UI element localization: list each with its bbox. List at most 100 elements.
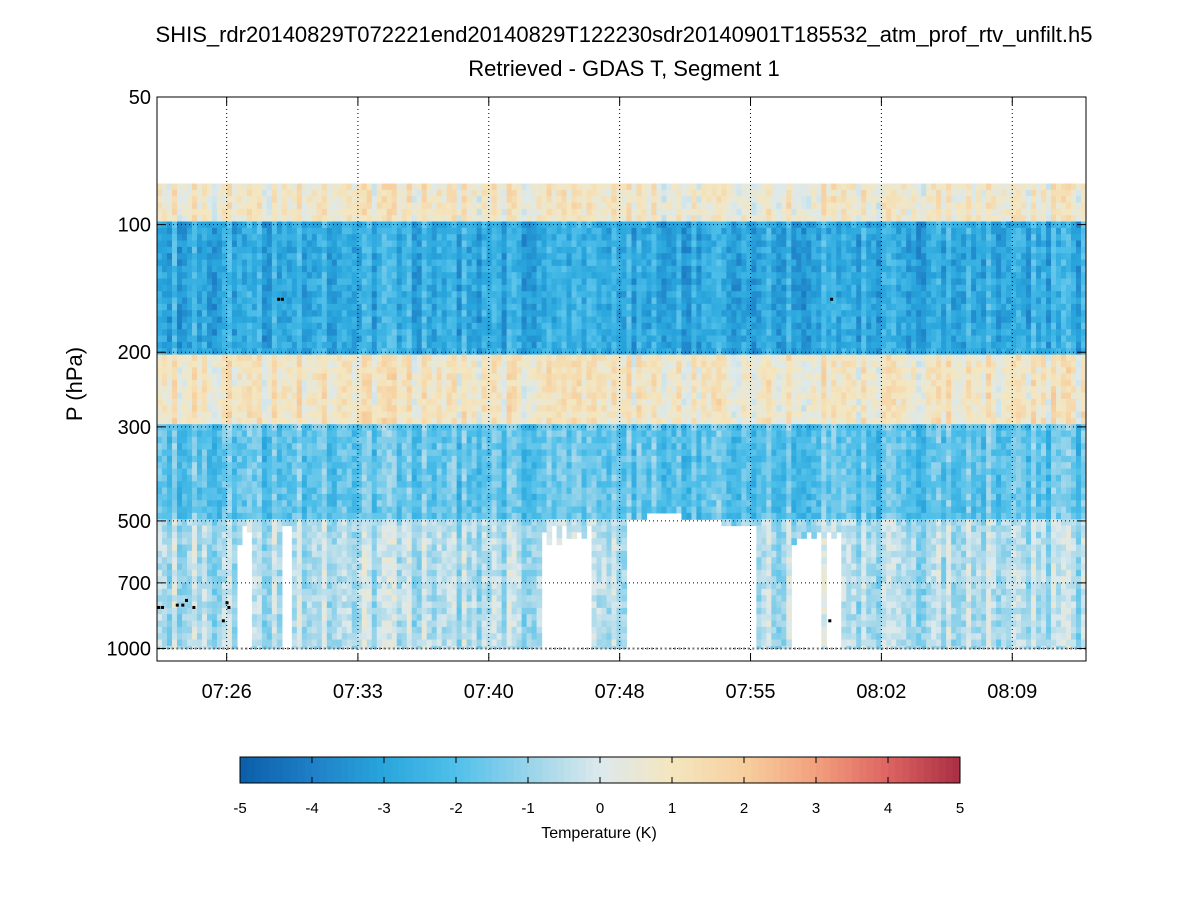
heatmap-cell <box>266 620 273 628</box>
heatmap-cell <box>491 341 498 349</box>
heatmap-cell <box>441 386 448 394</box>
heatmap-cell <box>301 386 308 394</box>
heatmap-cell <box>461 310 468 318</box>
heatmap-cell <box>301 614 308 622</box>
heatmap-cell <box>361 468 368 476</box>
heatmap-cell <box>381 310 388 318</box>
heatmap-cell <box>286 468 293 476</box>
heatmap-cell <box>401 481 408 489</box>
heatmap-cell <box>386 265 393 273</box>
heatmap-cell <box>201 202 208 210</box>
heatmap-cell <box>291 234 298 242</box>
heatmap-cell <box>381 284 388 292</box>
heatmap-cell <box>396 449 403 457</box>
heatmap-cell <box>441 322 448 330</box>
heatmap-cell <box>281 234 288 242</box>
heatmap-cell <box>496 538 503 546</box>
heatmap-cell <box>291 297 298 305</box>
heatmap-cell <box>426 544 433 552</box>
heatmap-cell <box>321 253 328 261</box>
heatmap-cell <box>481 278 488 286</box>
heatmap-cell <box>451 405 458 413</box>
heatmap-cell <box>157 183 163 191</box>
heatmap-cell <box>176 563 183 571</box>
heatmap-cell <box>366 493 373 501</box>
heatmap-cell <box>286 462 293 470</box>
heatmap-cell <box>206 183 213 191</box>
heatmap-cell <box>216 506 223 514</box>
heatmap-cell <box>201 360 208 368</box>
heatmap-cell <box>251 208 258 216</box>
heatmap-cell <box>291 341 298 349</box>
heatmap-cell <box>376 557 383 565</box>
heatmap-cell <box>186 481 193 489</box>
heatmap-cell <box>386 417 393 425</box>
heatmap-cell <box>171 620 178 628</box>
heatmap-cell <box>431 215 438 223</box>
heatmap-cell <box>286 227 293 235</box>
heatmap-cell <box>271 202 278 210</box>
heatmap-cell <box>271 487 278 495</box>
heatmap-cell <box>381 614 388 622</box>
heatmap-cell <box>381 474 388 482</box>
heatmap-cell <box>271 310 278 318</box>
heatmap-cell <box>316 519 323 527</box>
heatmap-cell <box>456 322 463 330</box>
heatmap-cell <box>181 335 188 343</box>
heatmap-cell <box>246 379 253 387</box>
heatmap-cell <box>371 576 378 584</box>
heatmap-cell <box>216 645 223 650</box>
heatmap-cell <box>286 367 293 375</box>
heatmap-cell <box>157 538 163 546</box>
heatmap-cell <box>221 284 228 292</box>
heatmap-cell <box>426 386 433 394</box>
heatmap-cell <box>316 189 323 197</box>
heatmap-cell <box>261 601 268 609</box>
heatmap-cell <box>181 303 188 311</box>
heatmap-cell <box>321 487 328 495</box>
heatmap-cell <box>426 582 433 590</box>
heatmap-cell <box>461 272 468 280</box>
heatmap-cell <box>256 373 263 381</box>
heatmap-cell <box>311 582 318 590</box>
heatmap-cell <box>226 481 233 489</box>
heatmap-cell <box>426 468 433 476</box>
heatmap-cell <box>221 360 228 368</box>
heatmap-cell <box>271 329 278 337</box>
heatmap-cell <box>201 208 208 216</box>
heatmap-cell <box>246 208 253 216</box>
heatmap-cell <box>341 626 348 634</box>
heatmap-cell <box>281 259 288 267</box>
heatmap-cell <box>196 449 203 457</box>
heatmap-cell <box>171 335 178 343</box>
heatmap-cell <box>486 620 493 628</box>
heatmap-cell <box>256 196 263 204</box>
heatmap-cell <box>191 468 198 476</box>
heatmap-cell <box>331 455 338 463</box>
heatmap-cell <box>491 519 498 527</box>
heatmap-cell <box>256 474 263 482</box>
heatmap-cell <box>396 614 403 622</box>
heatmap-cell <box>441 639 448 647</box>
heatmap-cell <box>476 563 483 571</box>
heatmap-cell <box>231 462 238 470</box>
heatmap-cell <box>157 291 163 299</box>
heatmap-cell <box>481 202 488 210</box>
heatmap-cell <box>401 506 408 514</box>
heatmap-cell <box>401 601 408 609</box>
heatmap-cell <box>456 576 463 584</box>
heatmap-cell <box>186 310 193 318</box>
heatmap-cell <box>291 462 298 470</box>
heatmap-cell <box>286 246 293 254</box>
heatmap-cell <box>331 626 338 634</box>
heatmap-cell <box>481 493 488 501</box>
heatmap-cell <box>216 265 223 273</box>
heatmap-cell <box>216 462 223 470</box>
heatmap-cell <box>466 455 473 463</box>
heatmap-cell <box>326 310 333 318</box>
heatmap-cell <box>306 436 313 444</box>
heatmap-cell <box>421 398 428 406</box>
heatmap-cell <box>361 189 368 197</box>
heatmap-cell <box>186 417 193 425</box>
heatmap-cell <box>386 493 393 501</box>
